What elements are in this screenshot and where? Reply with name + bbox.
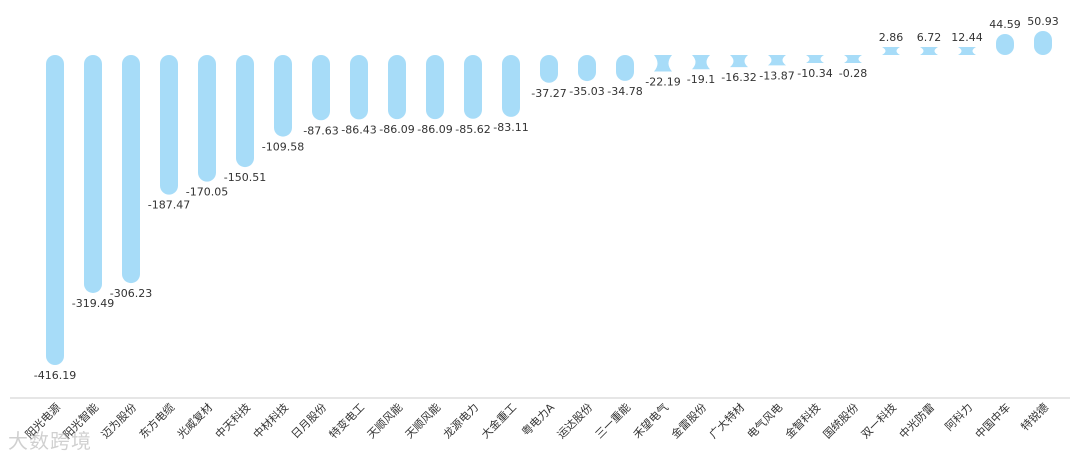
- category-label-1: 阳光电源: [22, 400, 63, 441]
- category-label-5: 光威复材: [174, 400, 215, 441]
- value-label-24: 6.72: [917, 31, 942, 44]
- value-label-17: -22.19: [645, 76, 680, 89]
- value-label-11: -86.09: [417, 123, 452, 136]
- category-label-6: 中天科技: [212, 400, 253, 441]
- value-label-2: -319.49: [72, 297, 114, 310]
- category-label-14: 粤电力A: [519, 400, 558, 439]
- bar-8: [312, 55, 330, 121]
- value-label-6: -150.51: [224, 171, 266, 184]
- category-label-22: 国统股份: [821, 401, 861, 441]
- bar-26: [996, 33, 1014, 55]
- bars-layer: [46, 31, 1052, 365]
- value-label-3: -306.23: [110, 287, 152, 300]
- bar-11: [426, 55, 444, 120]
- category-label-4: 东方电缆: [136, 400, 177, 441]
- value-label-20: -13.87: [759, 69, 794, 82]
- value-label-10: -86.09: [379, 123, 414, 136]
- bar-6: [236, 55, 254, 168]
- category-label-20: 电气风电: [744, 400, 785, 441]
- bar-27: [1034, 31, 1052, 55]
- value-label-9: -86.43: [341, 123, 376, 136]
- bar-25: [958, 47, 976, 55]
- category-label-26: 中国中车: [972, 400, 1013, 441]
- category-label-24: 中光防雷: [896, 400, 937, 441]
- category-label-18: 金雷股份: [668, 400, 709, 441]
- bar-22: [844, 55, 862, 63]
- bar-5: [198, 55, 216, 182]
- category-label-10: 天顺风能: [364, 400, 405, 441]
- bar-9: [350, 55, 368, 120]
- value-label-12: -85.62: [455, 123, 490, 136]
- bar-14: [540, 55, 558, 83]
- value-labels-layer: -416.19 -319.49-306.23 -187.47-170.05 -150.…: [34, 15, 1059, 382]
- category-label-21: 金智科技: [782, 400, 823, 441]
- category-label-9: 特变电工: [326, 400, 367, 441]
- category-label-17: 禾望电气: [630, 400, 671, 441]
- bar-12: [464, 55, 482, 119]
- bar-13: [502, 55, 520, 117]
- category-label-23: 双一科技: [858, 400, 899, 441]
- category-label-2: 阳光智能: [60, 400, 101, 441]
- category-label-15: 运达股份: [555, 401, 595, 441]
- category-label-3: 迈为股份: [99, 401, 139, 441]
- value-label-18: -19.1: [687, 73, 715, 86]
- value-label-1: -416.19: [34, 369, 76, 382]
- bar-18: [692, 55, 710, 70]
- bar-7: [274, 55, 293, 137]
- category-label-8: 日月股份: [289, 401, 329, 441]
- value-label-7: -109.58: [262, 141, 304, 154]
- value-label-15: -35.03: [569, 85, 604, 98]
- category-label-7: 中材科技: [250, 400, 291, 441]
- value-label-26: 44.59: [989, 18, 1021, 31]
- category-label-16: 三一重能: [592, 400, 633, 441]
- bar-16: [616, 55, 634, 81]
- value-label-16: -34.78: [607, 85, 642, 98]
- value-label-4: -187.47: [148, 199, 190, 212]
- value-label-19: -16.32: [721, 71, 756, 84]
- value-label-27: 50.93: [1027, 15, 1059, 28]
- bar-2: [84, 55, 102, 293]
- value-label-5: -170.05: [186, 186, 228, 199]
- bar-3: [122, 55, 140, 284]
- bar-4: [160, 55, 178, 195]
- bar-24: [920, 47, 938, 55]
- bar-21: [806, 55, 824, 63]
- category-labels-layer: 阳光电源阳光智能迈为股份东方电缆光威复材中天科技中材科技日月股份特变电工天顺风能…: [22, 400, 1051, 441]
- bar-20: [768, 55, 786, 66]
- category-label-13: 大金重工: [478, 400, 519, 441]
- value-label-21: -10.34: [797, 67, 832, 80]
- category-label-11: 天顺风能: [402, 400, 443, 441]
- category-label-27: 特锐德: [1018, 400, 1051, 433]
- bar-15: [578, 55, 596, 82]
- bar-23: [882, 47, 900, 55]
- value-label-8: -87.63: [303, 124, 338, 137]
- category-label-12: 龙源电力: [440, 400, 481, 441]
- category-label-19: 广大特材: [706, 400, 747, 441]
- value-label-13: -83.11: [493, 121, 528, 134]
- bar-17: [654, 55, 672, 72]
- value-label-23: 2.86: [879, 31, 904, 44]
- value-label-25: 12.44: [951, 31, 983, 44]
- value-label-22: -0.28: [839, 67, 867, 80]
- bar-19: [730, 55, 748, 68]
- bar-10: [388, 55, 406, 120]
- category-label-25: 阿科力: [942, 400, 975, 433]
- bar-1: [46, 55, 64, 365]
- value-label-14: -37.27: [531, 87, 566, 100]
